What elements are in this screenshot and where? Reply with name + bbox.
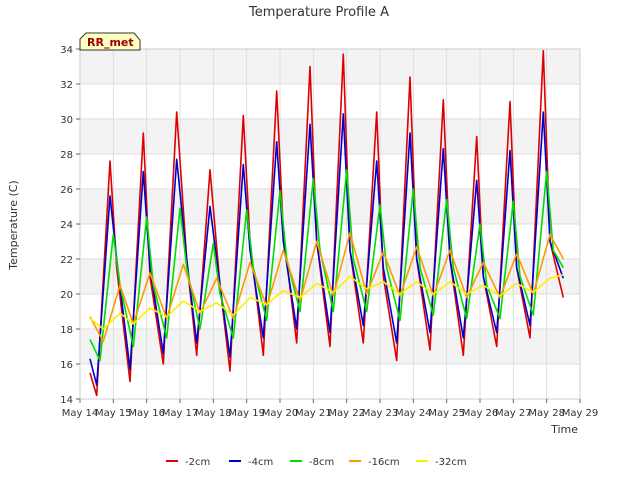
x-tick-label: May 23 <box>362 408 399 419</box>
x-tick-label: May 22 <box>328 408 365 419</box>
series-layer <box>89 49 565 397</box>
legend-label: -8cm <box>309 457 334 468</box>
x-tick-label: May 16 <box>128 408 165 419</box>
x-tick-label: May 28 <box>528 408 565 419</box>
x-tick-label: May 17 <box>162 408 199 419</box>
x-tick-label: May 25 <box>428 408 465 419</box>
x-tick-label: May 27 <box>495 408 532 419</box>
y-tick-label: 20 <box>60 290 73 301</box>
x-tick-label: May 14 <box>62 408 99 419</box>
legend-label: -32cm <box>435 457 467 468</box>
y-tick-label: 14 <box>60 395 73 406</box>
legend: -2cm -4cm -8cm -16cm -32cm <box>166 457 467 468</box>
y-tick-label: 30 <box>60 115 73 126</box>
x-tick-label: May 21 <box>295 408 332 419</box>
chart-title: Temperature Profile A <box>248 5 389 20</box>
x-tick-label: May 24 <box>395 408 432 419</box>
grid-band <box>80 49 580 84</box>
y-tick-label: 22 <box>60 255 73 266</box>
x-axis-label: Time <box>550 423 578 436</box>
x-tick-label: May 15 <box>95 408 132 419</box>
x-tick-label: May 26 <box>462 408 499 419</box>
y-axis-ticks: 14 16 18 20 22 24 26 28 30 32 34 <box>60 45 80 406</box>
legend-label: -16cm <box>368 457 400 468</box>
y-tick-label: 18 <box>60 325 73 336</box>
y-tick-label: 28 <box>60 150 73 161</box>
grid-band <box>80 119 580 154</box>
station-label: RR_met <box>87 36 134 49</box>
x-tick-label: May 18 <box>195 408 232 419</box>
y-tick-label: 24 <box>60 220 73 231</box>
x-tick-label: May 20 <box>262 408 299 419</box>
y-axis-label: Temperature (C) <box>7 180 20 270</box>
y-tick-label: 16 <box>60 360 73 371</box>
y-tick-label: 32 <box>60 80 73 91</box>
series-line-16cm <box>89 232 565 343</box>
legend-label: -2cm <box>185 457 210 468</box>
x-tick-label: May 19 <box>228 408 265 419</box>
grid-band <box>80 259 580 294</box>
grid-band <box>80 189 580 224</box>
station-label-box: RR_met <box>79 32 141 51</box>
series-line-8cm <box>89 169 564 362</box>
legend-label: -4cm <box>248 457 273 468</box>
series-line-32cm <box>89 274 564 330</box>
x-tick-label: May 29 <box>562 408 599 419</box>
y-tick-label: 26 <box>60 185 73 196</box>
y-tick-label: 34 <box>60 45 73 56</box>
